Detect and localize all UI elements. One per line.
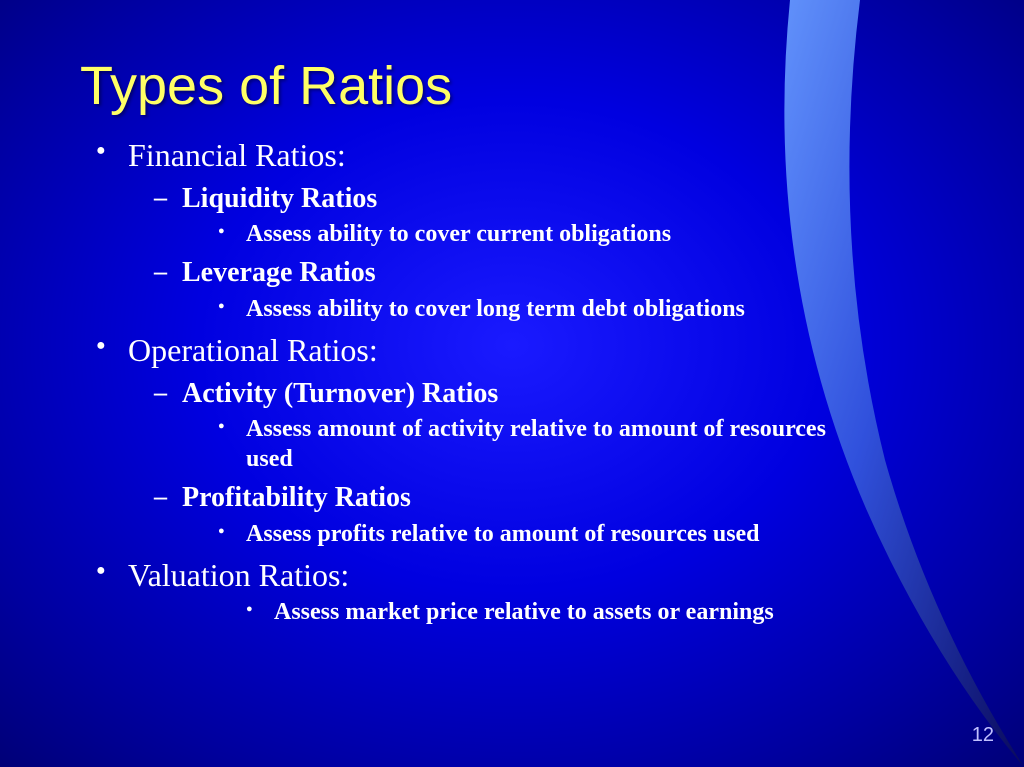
- section-heading: Valuation Ratios:: [128, 557, 349, 593]
- bullet-list-level3: Assess profits relative to amount of res…: [182, 519, 944, 549]
- section-operational: Operational Ratios: Activity (Turnover) …: [96, 330, 944, 549]
- subitem-name: Activity (Turnover) Ratios: [182, 378, 498, 409]
- bullet-list-level1: Financial Ratios: Liquidity Ratios Asses…: [80, 135, 944, 627]
- subitem-name: Profitability Ratios: [182, 482, 411, 513]
- slide-title: Types of Ratios: [80, 55, 944, 117]
- detail-text: Assess market price relative to assets o…: [246, 597, 866, 627]
- detail-text: Assess amount of activity relative to am…: [218, 414, 838, 474]
- subitem-name: Leverage Ratios: [182, 257, 376, 288]
- subitem-name: Liquidity Ratios: [182, 183, 377, 214]
- section-heading: Operational Ratios:: [128, 332, 378, 368]
- section-financial: Financial Ratios: Liquidity Ratios Asses…: [96, 135, 944, 324]
- subitem-activity: Activity (Turnover) Ratios Assess amount…: [154, 376, 944, 474]
- detail-text: Assess profits relative to amount of res…: [218, 519, 838, 549]
- bullet-list-level3: Assess market price relative to assets o…: [128, 597, 944, 627]
- bullet-list-level2: Liquidity Ratios Assess ability to cover…: [128, 181, 944, 324]
- page-number: 12: [972, 724, 994, 747]
- bullet-list-level2: Activity (Turnover) Ratios Assess amount…: [128, 376, 944, 549]
- detail-text: Assess ability to cover current obligati…: [218, 219, 838, 249]
- bullet-list-level3: Assess amount of activity relative to am…: [182, 414, 944, 474]
- subitem-liquidity: Liquidity Ratios Assess ability to cover…: [154, 181, 944, 249]
- bullet-list-level3: Assess ability to cover long term debt o…: [182, 294, 944, 324]
- section-heading: Financial Ratios:: [128, 137, 346, 173]
- section-valuation: Valuation Ratios: Assess market price re…: [96, 555, 944, 627]
- subitem-profitability: Profitability Ratios Assess profits rela…: [154, 480, 944, 548]
- bullet-list-level3: Assess ability to cover current obligati…: [182, 219, 944, 249]
- subitem-leverage: Leverage Ratios Assess ability to cover …: [154, 255, 944, 323]
- slide-content: Types of Ratios Financial Ratios: Liquid…: [0, 0, 1024, 627]
- detail-text: Assess ability to cover long term debt o…: [218, 294, 838, 324]
